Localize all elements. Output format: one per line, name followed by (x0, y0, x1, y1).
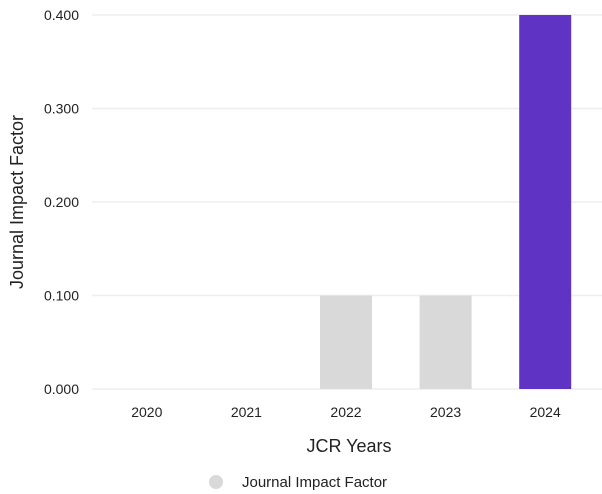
x-tick-label: 2020 (131, 404, 162, 420)
x-axis-title: JCR Years (306, 436, 391, 456)
y-tick-label: 0.000 (44, 381, 79, 397)
x-tick-label: 2022 (330, 404, 361, 420)
x-tick-label: 2023 (430, 404, 461, 420)
x-axis-ticks: 2020 2021 2022 2023 2024 (131, 404, 561, 420)
bar-2023[interactable] (419, 295, 472, 390)
y-axis-ticks: 0.000 0.100 0.200 0.300 0.400 (44, 7, 79, 397)
y-tick-label: 0.400 (44, 7, 79, 23)
x-tick-label: 2021 (231, 404, 262, 420)
y-tick-label: 0.100 (44, 288, 79, 304)
y-tick-label: 0.300 (44, 101, 79, 117)
x-tick-label: 2024 (530, 404, 561, 420)
gridlines (92, 14, 602, 390)
bar-2024[interactable] (519, 15, 572, 389)
bars (320, 15, 572, 390)
y-tick-label: 0.200 (44, 194, 79, 210)
bar-2022[interactable] (320, 295, 372, 390)
y-axis-title: Journal Impact Factor (7, 115, 27, 289)
legend-marker (209, 475, 223, 489)
legend[interactable]: Journal Impact Factor (209, 474, 387, 491)
legend-label: Journal Impact Factor (242, 474, 387, 491)
